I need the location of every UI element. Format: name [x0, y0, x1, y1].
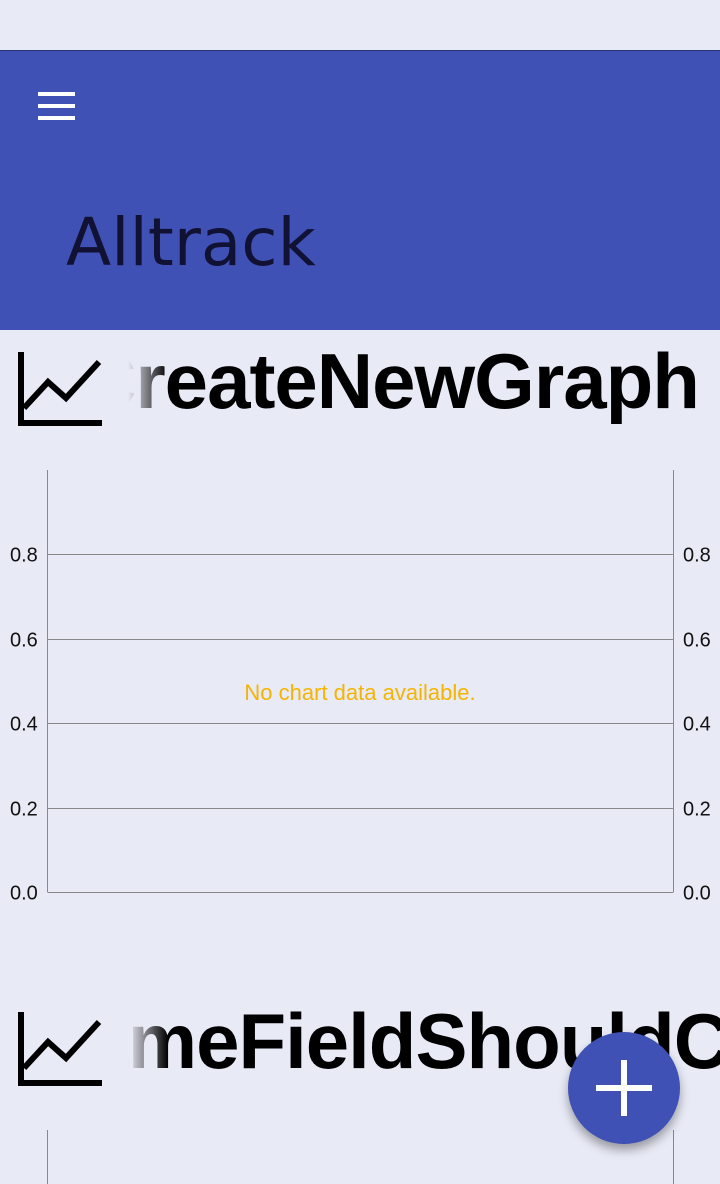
y-tick-label-right: 0.0 [683, 883, 711, 901]
graph-card-title: CreateNewGraph [128, 337, 700, 425]
line-chart-icon [18, 1012, 102, 1086]
y-tick-label-right: 0.6 [683, 630, 711, 652]
app-title: Alltrack [66, 204, 316, 281]
graph-card-header[interactable]: CreateNewGraph [0, 330, 720, 430]
menu-button[interactable] [20, 78, 92, 134]
y-tick-label-left: 0.2 [10, 799, 38, 821]
graph-chart[interactable] [0, 1120, 720, 1184]
chart-grid [47, 554, 674, 893]
app-bar: Alltrack [0, 50, 720, 330]
y-tick-label-left: 0.0 [10, 883, 38, 901]
add-graph-button[interactable] [568, 1032, 680, 1144]
y-tick-label-right: 0.2 [683, 799, 711, 821]
y-tick-label-right: 0.8 [683, 545, 711, 567]
status-bar [0, 0, 720, 50]
y-tick-label-right: 0.4 [683, 714, 711, 736]
no-data-message: No chart data available. [244, 680, 475, 705]
graph-chart[interactable]: 0.0 0.0 0.2 0.2 0.4 0.4 0.6 0.6 0.8 0.8 No chart … [0, 460, 720, 900]
line-chart-icon [18, 352, 102, 426]
y-tick-label-left: 0.6 [10, 630, 38, 652]
y-tick-label-left: 0.4 [10, 714, 38, 736]
y-tick-label-left: 0.8 [10, 545, 38, 567]
chart-ticks: 0.0 0.0 0.2 0.2 0.4 0.4 0.6 0.6 0.8 0.8 [10, 545, 711, 901]
